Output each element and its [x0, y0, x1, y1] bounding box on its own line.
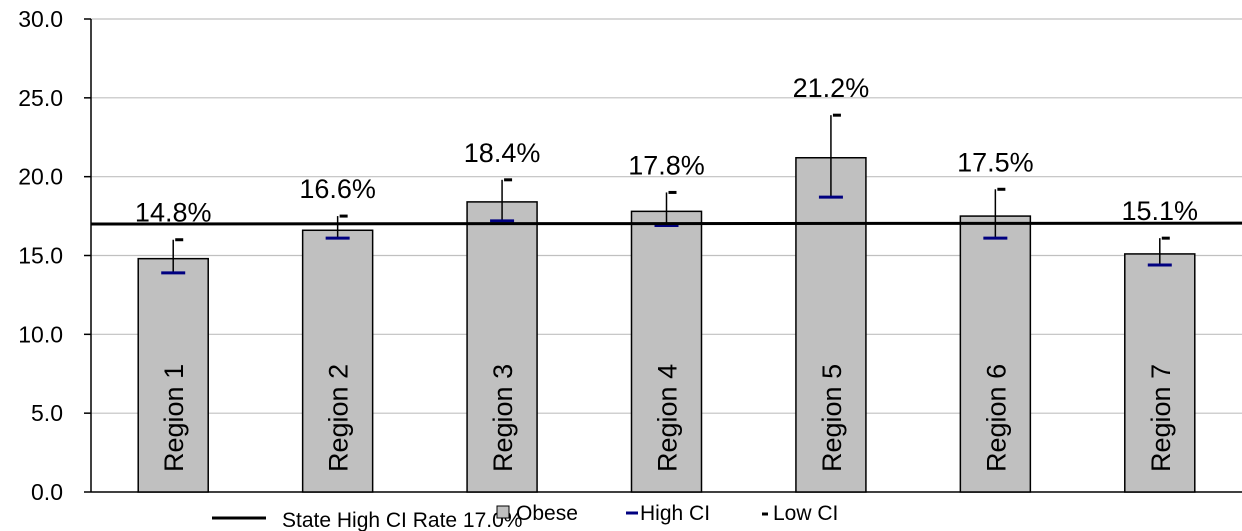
legend-line-label: State High CI Rate 17.0%	[282, 509, 522, 531]
y-tick-label: 20.0	[18, 164, 63, 190]
data-label: 17.8%	[628, 150, 705, 180]
bar	[795, 156, 867, 493]
bar	[1124, 253, 1196, 493]
y-tick-label: 0.0	[31, 479, 63, 505]
category-label: Region 1	[159, 364, 189, 472]
category-label: Region 6	[981, 364, 1011, 472]
data-labels: 14.8% 16.6% 18.4% 17.8% 21.2% 17.5% 15.1%	[135, 73, 1198, 228]
category-label: Region 2	[324, 364, 354, 472]
y-axis: 0.0 5.0 10.0 15.0 20.0 25.0 30.0	[18, 6, 1242, 505]
category-label: Region 5	[817, 364, 847, 472]
y-tick-label: 30.0	[18, 6, 63, 32]
data-label: 16.6%	[299, 174, 376, 204]
y-tick-label: 5.0	[31, 400, 63, 426]
bar	[137, 257, 209, 493]
legend-high-label: High CI	[640, 502, 710, 525]
legend-bar-swatch	[496, 505, 510, 519]
bars	[137, 156, 1196, 493]
category-label: Region 7	[1146, 364, 1176, 472]
category-label: Region 4	[653, 364, 683, 472]
data-label: 14.8%	[135, 198, 212, 228]
y-tick-label: 25.0	[18, 85, 63, 111]
reference-line-group	[90, 221, 1242, 226]
bar	[959, 215, 1032, 493]
data-label: 21.2%	[793, 73, 870, 103]
legend-bar-label: Obese	[516, 502, 578, 525]
bar	[466, 201, 538, 493]
y-tick-label: 15.0	[18, 243, 63, 269]
y-tick-label: 10.0	[18, 321, 63, 347]
data-label: 15.1%	[1122, 196, 1199, 226]
data-label: 18.4%	[464, 138, 541, 168]
reference-line	[90, 221, 1242, 226]
bar	[301, 229, 374, 493]
data-label: 17.5%	[957, 147, 1034, 177]
bar	[630, 210, 703, 493]
legend-low-label: Low CI	[773, 502, 838, 525]
legend: State High CI Rate 17.0% Obese High CI L…	[212, 502, 838, 531]
category-label: Region 3	[488, 364, 518, 472]
category-labels: Region 1 Region 2 Region 3 Region 4 Region 5…	[159, 364, 1176, 472]
error-bars	[161, 113, 1172, 275]
